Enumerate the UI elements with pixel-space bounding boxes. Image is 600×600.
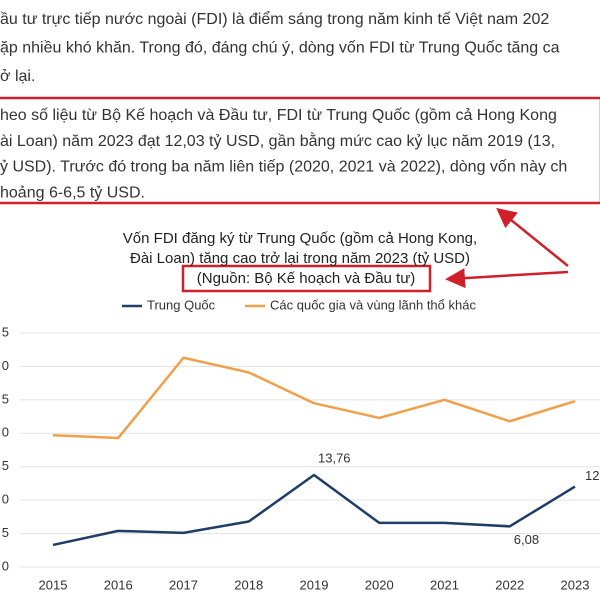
y-tick-label: 5 [2, 458, 9, 473]
legend-label: Các quốc gia và vùng lãnh thổ khác [270, 297, 476, 312]
chart-subtitle: (Nguồn: Bộ Kế hoạch và Đầu tư) [197, 270, 416, 287]
data-label: 6,08 [514, 532, 539, 547]
y-tick-label: 0 [2, 558, 9, 573]
highlight-line: heo số liệu từ Bộ Kế hoạch và Đầu tư, FD… [0, 107, 557, 124]
x-tick-label: 2015 [39, 577, 68, 592]
y-tick-label: 5 [2, 391, 9, 406]
y-tick-label: 5 [2, 324, 9, 339]
x-tick-label: 2021 [430, 577, 459, 592]
x-tick-label: 2023 [561, 577, 590, 592]
highlight-line: ỷ USD). Trước đó trong ba năm liên tiếp … [0, 159, 567, 176]
data-label: 12, [585, 468, 600, 483]
legend-label: Trung Quốc [147, 297, 216, 312]
y-tick-label: 0 [2, 425, 9, 440]
x-tick-label: 2018 [234, 577, 263, 592]
x-tick-label: 2017 [169, 577, 198, 592]
chart-title: Đài Loan) tăng cao trở lại trong năm 202… [130, 250, 470, 267]
y-tick-label: 5 [2, 525, 9, 540]
series-line [52, 473, 576, 547]
paragraph-line: ở lại. [0, 68, 35, 85]
arrow [445, 268, 569, 289]
data-label: 13,76 [318, 450, 351, 465]
highlight-line: hoảng 6-6,5 tỷ USD. [0, 184, 145, 201]
paragraph-line: ặp nhiều khó khăn. Trong đó, đáng chú ý,… [0, 40, 560, 57]
highlight-box [0, 96, 600, 205]
x-tick-label: 2022 [495, 577, 524, 592]
chart-title: Vốn FDI đăng ký từ Trung Quốc (gồm cả Ho… [123, 230, 477, 247]
series-line [52, 356, 576, 440]
paragraph-line: ầu tư trực tiếp nước ngoài (FDI) là điểm… [0, 10, 549, 28]
x-tick-label: 2020 [365, 577, 394, 592]
y-tick-label: 0 [2, 358, 9, 373]
highlight-line: ài Loan) năm 2023 đạt 12,03 tỷ USD, gần … [0, 131, 555, 150]
x-tick-label: 2016 [104, 577, 133, 592]
x-tick-label: 2019 [300, 577, 329, 592]
arrow [496, 207, 569, 267]
y-tick-label: 0 [2, 492, 9, 507]
source-box [181, 264, 432, 293]
